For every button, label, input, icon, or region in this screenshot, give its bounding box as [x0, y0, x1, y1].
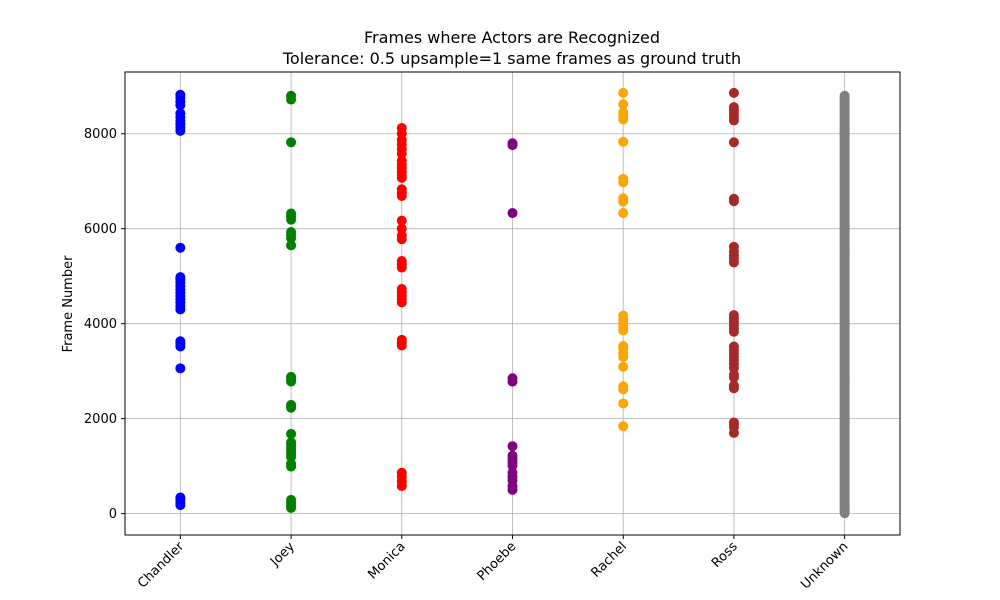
data-point: [839, 90, 850, 101]
data-point: [618, 87, 629, 98]
x-tick-label: Joey: [267, 539, 298, 570]
data-point: [507, 373, 518, 384]
x-axis: Chandler Joey Monica Phoebe Rachel Ross Unknow…: [135, 535, 851, 593]
y-tick-label: 6000: [84, 222, 117, 237]
data-point: [507, 208, 518, 219]
data-point: [175, 242, 186, 253]
data-point: [618, 341, 629, 352]
y-tick-label: 0: [109, 507, 117, 522]
data-point: [175, 108, 186, 119]
y-tick-label: 8000: [84, 127, 117, 142]
series-rachel: [618, 87, 629, 432]
data-point: [175, 363, 186, 374]
data-point: [286, 240, 297, 251]
data-point: [286, 208, 297, 219]
data-point: [286, 90, 297, 101]
data-point: [618, 99, 629, 110]
data-point: [396, 123, 407, 134]
x-tick-label: Rachel: [589, 539, 631, 581]
data-point: [728, 417, 739, 428]
data-point: [618, 361, 629, 372]
data-point: [728, 310, 739, 321]
data-point: [728, 193, 739, 204]
data-point: [396, 155, 407, 166]
data-point: [618, 136, 629, 147]
data-point: [396, 215, 407, 226]
series-unknown: [839, 90, 850, 519]
data-point: [507, 467, 518, 478]
chart-title: Frames where Actors are Recognized: [364, 28, 660, 47]
data-point: [286, 371, 297, 382]
data-point: [507, 138, 518, 149]
data-point: [618, 381, 629, 392]
data-point: [618, 310, 629, 321]
x-tick-label: Chandler: [135, 539, 188, 592]
y-tick-label: 2000: [84, 412, 117, 427]
data-point: [286, 399, 297, 410]
data-point: [286, 227, 297, 238]
data-point: [286, 494, 297, 505]
data-point: [396, 467, 407, 478]
data-point: [396, 255, 407, 266]
x-tick-label: Ross: [709, 539, 741, 571]
data-point: [286, 137, 297, 148]
data-point: [286, 437, 297, 448]
data-point: [175, 272, 186, 283]
data-point: [728, 102, 739, 113]
data-point: [618, 421, 629, 432]
series-monica: [396, 123, 407, 492]
series-chandler: [175, 89, 186, 511]
data-point: [507, 450, 518, 461]
y-tick-label: 4000: [84, 317, 117, 332]
data-point: [618, 208, 629, 219]
data-point: [175, 336, 186, 347]
data-point: [396, 223, 407, 234]
data-point: [728, 341, 739, 352]
x-tick-label: Phoebe: [475, 539, 520, 584]
data-point: [618, 193, 629, 204]
data-point: [728, 380, 739, 391]
series-joey: [286, 90, 297, 513]
data-points: [175, 87, 850, 519]
data-point: [618, 107, 629, 118]
data-point: [175, 492, 186, 503]
x-tick-label: Unknown: [798, 539, 851, 592]
data-point: [618, 398, 629, 409]
x-tick-label: Monica: [365, 539, 408, 582]
y-axis-label: Frame Number: [61, 255, 76, 353]
data-point: [175, 89, 186, 100]
data-point: [507, 441, 518, 452]
data-point: [618, 173, 629, 184]
data-point: [396, 184, 407, 195]
series-ross: [728, 87, 739, 438]
y-axis: 0 2000 4000 6000 8000: [84, 127, 125, 522]
data-point: [396, 334, 407, 345]
data-point: [728, 241, 739, 252]
series-phoebe: [507, 138, 518, 495]
data-point: [286, 428, 297, 439]
chart-subtitle: Tolerance: 0.5 upsample=1 same frames as…: [282, 49, 741, 68]
data-point: [728, 137, 739, 148]
data-point: [396, 284, 407, 295]
data-point: [728, 87, 739, 98]
